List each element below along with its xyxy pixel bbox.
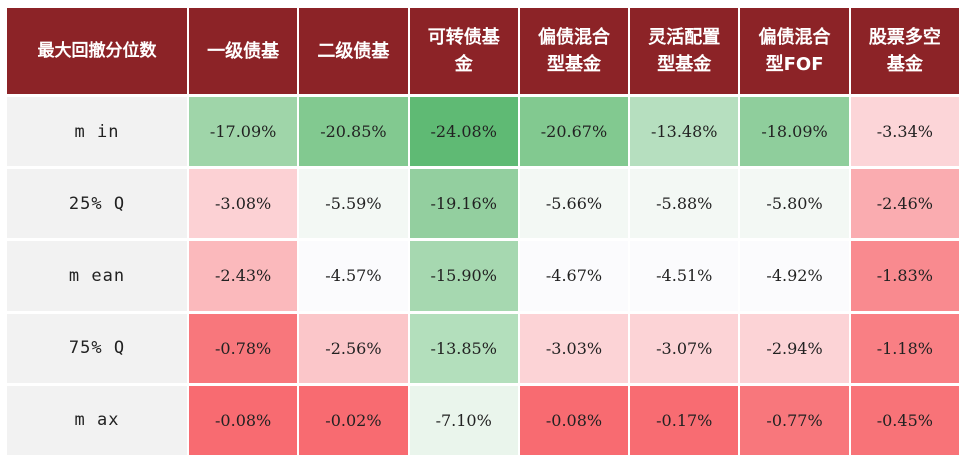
table-row: m ax -0.08% -0.02% -7.10% -0.08% -0.17% -0.77%… <box>7 385 959 455</box>
value-cell: -0.17% <box>630 385 739 455</box>
value-cell: -5.66% <box>519 169 629 239</box>
value-cell: -0.77% <box>740 385 849 455</box>
header-cell-metric: 最大回撤分位数 <box>7 8 187 94</box>
value-cell: -0.08% <box>189 385 298 455</box>
value-cell: -19.16% <box>409 169 518 239</box>
value-cell: -2.56% <box>299 313 408 383</box>
value-cell: -3.07% <box>630 313 739 383</box>
table-row: 25% Q -3.08% -5.59% -19.16% -5.66% -5.88% -5.8… <box>7 169 959 239</box>
row-label: m ax <box>7 385 187 455</box>
header-cell-flexible-allocation-fund: 灵活配置 型基金 <box>630 8 739 94</box>
value-cell: -18.09% <box>740 97 849 167</box>
value-cell: -5.59% <box>299 169 408 239</box>
row-label: m in <box>7 97 187 167</box>
row-label: 25% Q <box>7 169 187 239</box>
value-cell: -4.92% <box>740 241 849 311</box>
row-label: m ean <box>7 241 187 311</box>
value-cell: -3.34% <box>850 97 959 167</box>
header-cell-bond-hybrid-fof: 偏债混合 型FOF <box>740 8 849 94</box>
header-cell-bond-hybrid-fund: 偏债混合 型基金 <box>519 8 629 94</box>
header-cell-primary-bond-fund: 一级债基 <box>189 8 298 94</box>
value-cell: -5.88% <box>630 169 739 239</box>
value-cell: -0.45% <box>850 385 959 455</box>
value-cell: -7.10% <box>409 385 518 455</box>
value-cell: -2.46% <box>850 169 959 239</box>
value-cell: -4.57% <box>299 241 408 311</box>
value-cell: -0.02% <box>299 385 408 455</box>
header-row: 最大回撤分位数 一级债基 二级债基 可转债基金 偏债混合 型基金 灵活配置 型基金 … <box>7 8 959 94</box>
value-cell: -4.67% <box>519 241 629 311</box>
value-cell: -20.85% <box>299 97 408 167</box>
header-cell-convertible-bond-fund: 可转债基金 <box>409 8 518 94</box>
value-cell: -3.03% <box>519 313 629 383</box>
value-cell: -0.08% <box>519 385 629 455</box>
header-cell-secondary-bond-fund: 二级债基 <box>299 8 408 94</box>
table-row: 75% Q -0.78% -2.56% -13.85% -3.03% -3.07% -2.9… <box>7 313 959 383</box>
value-cell: -13.48% <box>630 97 739 167</box>
value-cell: -24.08% <box>409 97 518 167</box>
value-cell: -1.83% <box>850 241 959 311</box>
value-cell: -0.78% <box>189 313 298 383</box>
value-cell: -3.08% <box>189 169 298 239</box>
row-label: 75% Q <box>7 313 187 383</box>
value-cell: -1.18% <box>850 313 959 383</box>
value-cell: -4.51% <box>630 241 739 311</box>
table-row: m ean -2.43% -4.57% -15.90% -4.67% -4.51% -4.9… <box>7 241 959 311</box>
table-row: m in -17.09% -20.85% -24.08% -20.67% -13.48% -… <box>7 97 959 167</box>
drawdown-percentile-table: 最大回撤分位数 一级债基 二级债基 可转债基金 偏债混合 型基金 灵活配置 型基金 … <box>5 5 961 458</box>
value-cell: -5.80% <box>740 169 849 239</box>
value-cell: -2.43% <box>189 241 298 311</box>
value-cell: -20.67% <box>519 97 629 167</box>
value-cell: -2.94% <box>740 313 849 383</box>
value-cell: -15.90% <box>409 241 518 311</box>
value-cell: -13.85% <box>409 313 518 383</box>
value-cell: -17.09% <box>189 97 298 167</box>
header-cell-long-short-equity-fund: 股票多空 基金 <box>850 8 959 94</box>
